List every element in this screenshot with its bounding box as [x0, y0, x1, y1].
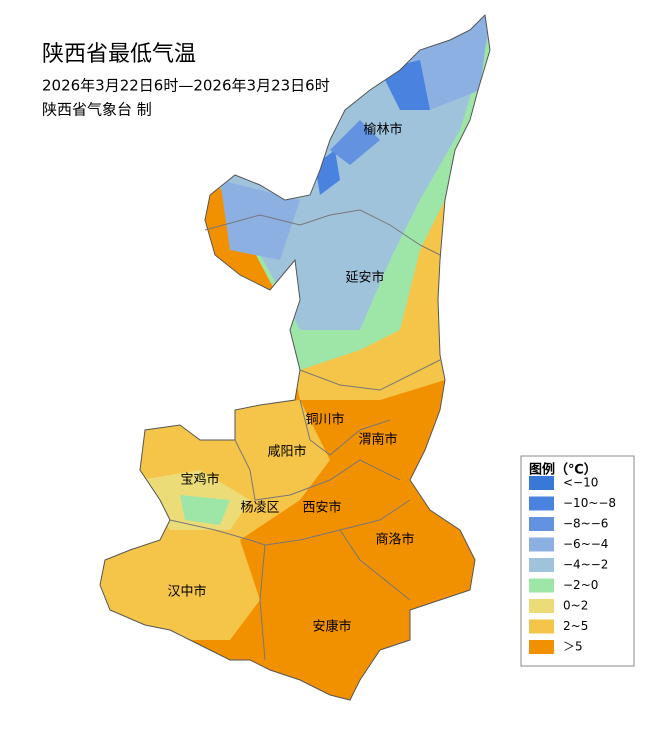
legend: <−10 −10~−8 −8~−6 −6~−4 −4~−2 −2~0 0~2 2~5 ＞5: [529, 476, 616, 654]
city-borders: [169, 209, 441, 661]
city-label: 咸阳市: [267, 444, 306, 460]
legend-label: <−10: [563, 476, 598, 490]
city-label: 榆林市: [363, 122, 402, 138]
legend-label: −6~−4: [563, 537, 608, 551]
legend-title: 图例（℃）: [529, 462, 597, 478]
legend-label: −10~−8: [563, 496, 616, 510]
legend-swatch: [529, 537, 554, 552]
city-label: 商洛市: [375, 532, 414, 548]
subtitle: 2026年3月22日6时—2026年3月23日6时: [42, 77, 330, 95]
zone: [180, 495, 230, 525]
legend-label: −2~0: [563, 578, 598, 592]
legend-swatch: [529, 517, 554, 531]
legend-swatch: [529, 640, 554, 654]
zone: [330, 120, 380, 165]
legend-swatch: [529, 558, 554, 572]
city-label: 汉中市: [167, 584, 206, 600]
subtitle: 陕西省气象台 制: [42, 101, 152, 119]
city-label: 西安市: [302, 500, 341, 516]
zone: [220, 180, 300, 260]
city-label: 杨凌区: [240, 501, 279, 516]
legend-label: 2~5: [563, 619, 588, 633]
legend-label: 0~2: [563, 599, 588, 613]
legend-swatch: [529, 578, 554, 593]
legend-label: ＞5: [563, 640, 583, 654]
legend-swatch: [529, 599, 554, 613]
legend-label: −4~−2: [563, 558, 608, 572]
legend-label: −8~−6: [563, 517, 608, 531]
city-label: 延安市: [345, 270, 384, 286]
legend-swatch: [529, 496, 554, 511]
title: 陕西省最低气温: [42, 42, 196, 67]
legend-swatch: [529, 476, 554, 490]
city-label: 渭南市: [358, 432, 397, 448]
city-label: 铜川市: [305, 412, 344, 428]
legend-swatch: [529, 619, 554, 634]
city-label: 宝鸡市: [180, 472, 219, 488]
city-label: 安康市: [312, 619, 351, 635]
